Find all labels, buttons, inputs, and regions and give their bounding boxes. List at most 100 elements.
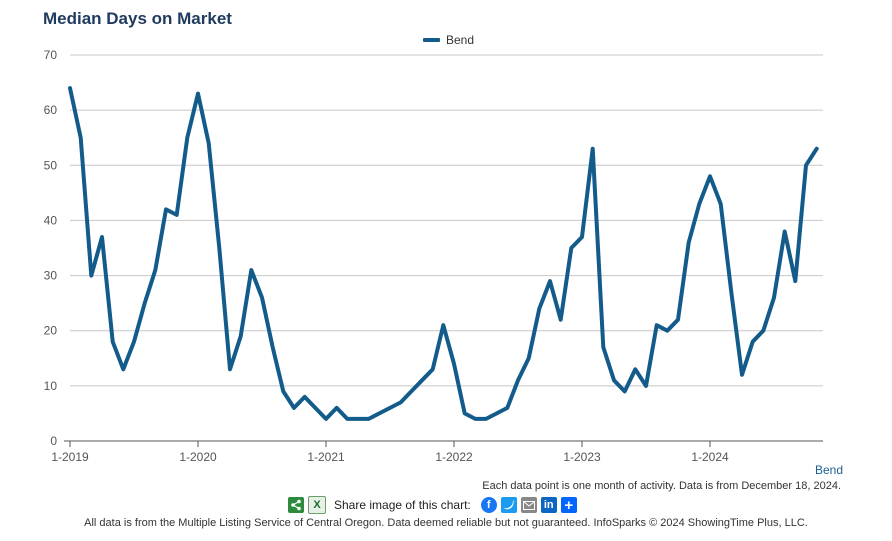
data-point[interactable] bbox=[473, 417, 477, 421]
data-point[interactable] bbox=[505, 406, 509, 410]
data-point[interactable] bbox=[185, 136, 189, 140]
data-point[interactable] bbox=[281, 389, 285, 393]
data-point[interactable] bbox=[388, 406, 392, 410]
data-point[interactable] bbox=[495, 411, 499, 415]
y-tick-label: 10 bbox=[44, 379, 58, 393]
data-point[interactable] bbox=[751, 340, 755, 344]
data-point[interactable] bbox=[804, 163, 808, 167]
data-point[interactable] bbox=[313, 406, 317, 410]
data-point[interactable] bbox=[783, 229, 787, 233]
data-point[interactable] bbox=[708, 174, 712, 178]
data-point[interactable] bbox=[356, 417, 360, 421]
data-point[interactable] bbox=[537, 307, 541, 311]
data-point[interactable] bbox=[676, 318, 680, 322]
data-point[interactable] bbox=[612, 378, 616, 382]
legend-swatch bbox=[423, 38, 440, 42]
data-point[interactable] bbox=[164, 207, 168, 211]
data-point[interactable] bbox=[409, 389, 413, 393]
y-tick-label: 60 bbox=[44, 103, 58, 117]
data-point[interactable] bbox=[249, 268, 253, 272]
email-icon[interactable] bbox=[520, 497, 537, 513]
data-point[interactable] bbox=[569, 246, 573, 250]
y-tick-label: 70 bbox=[44, 48, 58, 62]
data-point[interactable] bbox=[441, 323, 445, 327]
data-point[interactable] bbox=[815, 147, 819, 151]
data-point[interactable] bbox=[761, 329, 765, 333]
data-point[interactable] bbox=[89, 274, 93, 278]
data-point[interactable] bbox=[175, 213, 179, 217]
data-point[interactable] bbox=[431, 367, 435, 371]
x-tick-label: 1-2019 bbox=[51, 450, 89, 464]
data-point[interactable] bbox=[580, 235, 584, 239]
data-point[interactable] bbox=[271, 345, 275, 349]
series-line-bend[interactable] bbox=[68, 86, 819, 421]
data-point[interactable] bbox=[452, 362, 456, 366]
data-point[interactable] bbox=[111, 340, 115, 344]
data-point[interactable] bbox=[260, 296, 264, 300]
share-label: Share image of this chart: bbox=[334, 498, 471, 512]
data-point[interactable] bbox=[335, 406, 339, 410]
plus-icon[interactable]: + bbox=[560, 497, 577, 513]
data-point[interactable] bbox=[239, 334, 243, 338]
data-point[interactable] bbox=[377, 411, 381, 415]
data-point[interactable] bbox=[655, 323, 659, 327]
data-point[interactable] bbox=[420, 378, 424, 382]
x-tick-label: 1-2023 bbox=[563, 450, 601, 464]
data-point[interactable] bbox=[100, 235, 104, 239]
data-point[interactable] bbox=[196, 92, 200, 96]
data-point[interactable] bbox=[633, 367, 637, 371]
excel-icon[interactable]: X bbox=[308, 496, 326, 514]
data-point[interactable] bbox=[772, 296, 776, 300]
data-point[interactable] bbox=[740, 373, 744, 377]
data-point[interactable] bbox=[132, 340, 136, 344]
data-point[interactable] bbox=[345, 417, 349, 421]
legend-label: Bend bbox=[446, 33, 475, 47]
data-point[interactable] bbox=[548, 279, 552, 283]
data-point[interactable] bbox=[516, 378, 520, 382]
data-note: Each data point is one month of activity… bbox=[482, 480, 841, 492]
data-point[interactable] bbox=[399, 400, 403, 404]
data-point[interactable] bbox=[527, 356, 531, 360]
x-tick-label: 1-2024 bbox=[691, 450, 729, 464]
data-point[interactable] bbox=[303, 395, 307, 399]
data-point[interactable] bbox=[217, 246, 221, 250]
data-point[interactable] bbox=[121, 367, 125, 371]
y-tick-label: 50 bbox=[44, 158, 58, 172]
share-icon[interactable] bbox=[288, 497, 304, 513]
data-point[interactable] bbox=[644, 384, 648, 388]
data-point[interactable] bbox=[463, 411, 467, 415]
data-point[interactable] bbox=[687, 240, 691, 244]
data-point[interactable] bbox=[623, 389, 627, 393]
data-point[interactable] bbox=[367, 417, 371, 421]
data-point[interactable] bbox=[729, 290, 733, 294]
data-point[interactable] bbox=[68, 86, 72, 90]
y-tick-label: 30 bbox=[44, 269, 58, 283]
data-point[interactable] bbox=[484, 417, 488, 421]
data-point[interactable] bbox=[207, 141, 211, 145]
series-link-bend[interactable]: Bend bbox=[815, 463, 844, 477]
data-point[interactable] bbox=[559, 318, 563, 322]
data-point[interactable] bbox=[665, 329, 669, 333]
data-point[interactable] bbox=[228, 367, 232, 371]
data-point[interactable] bbox=[79, 136, 83, 140]
data-point[interactable] bbox=[143, 301, 147, 305]
legend[interactable]: Bend bbox=[423, 33, 474, 47]
data-point[interactable] bbox=[292, 406, 296, 410]
data-point[interactable] bbox=[793, 279, 797, 283]
facebook-icon[interactable]: f bbox=[480, 497, 497, 513]
chart-title: Median Days on Market bbox=[43, 9, 232, 28]
twitter-icon[interactable] bbox=[500, 497, 517, 513]
x-tick-label: 1-2022 bbox=[435, 450, 473, 464]
x-tick-label: 1-2021 bbox=[307, 450, 345, 464]
x-axis: 1-2019 1-2020 1-2021 1-2022 1-2023 1-2024 bbox=[51, 440, 823, 464]
data-point[interactable] bbox=[324, 417, 328, 421]
data-point[interactable] bbox=[153, 268, 157, 272]
linkedin-icon[interactable]: in bbox=[540, 497, 557, 513]
data-point[interactable] bbox=[601, 345, 605, 349]
data-point[interactable] bbox=[719, 202, 723, 206]
footer-disclaimer: All data is from the Multiple Listing Se… bbox=[84, 517, 808, 529]
series-lines bbox=[68, 86, 819, 421]
y-axis-labels: 0 10 20 30 40 50 60 70 bbox=[44, 48, 58, 448]
data-point[interactable] bbox=[697, 202, 701, 206]
data-point[interactable] bbox=[591, 147, 595, 151]
